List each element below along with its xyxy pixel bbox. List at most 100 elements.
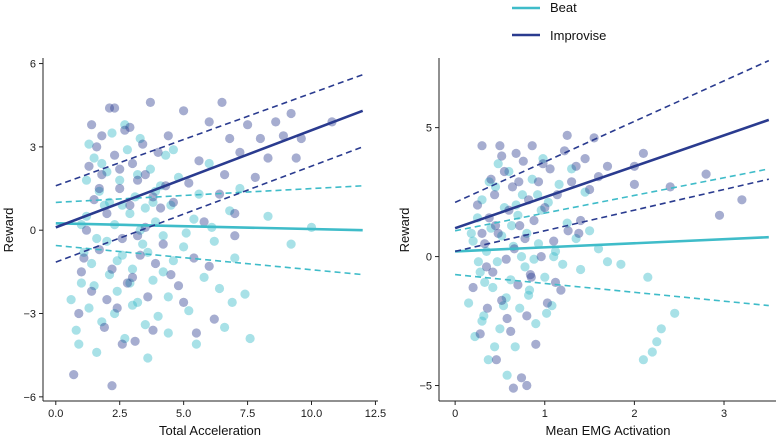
right-point-beat: [477, 316, 487, 326]
right-point-beat: [638, 355, 649, 365]
right-point-improvise: [495, 141, 505, 151]
right-point-beat: [479, 311, 489, 321]
left-point-beat: [184, 306, 194, 316]
left-point-beat: [158, 267, 168, 277]
left-point-improvise: [133, 175, 143, 185]
left-point-improvise: [87, 286, 97, 296]
left-point-beat: [89, 153, 99, 163]
left-beat-fit-line: [55, 222, 363, 232]
right-point-beat: [529, 254, 539, 264]
left-point-improvise: [125, 122, 135, 132]
left-point-beat: [148, 197, 158, 207]
right-point-improvise: [513, 280, 523, 290]
right-xtick-label: 0: [452, 408, 458, 420]
right-point-improvise: [515, 221, 525, 231]
right-point-beat: [468, 236, 478, 246]
left-point-beat: [240, 289, 250, 299]
right-point-beat: [533, 239, 544, 249]
left-point-beat: [97, 158, 107, 169]
left-point-beat: [125, 278, 135, 288]
right-point-beat: [464, 298, 474, 308]
right-point-beat: [547, 301, 557, 311]
right-point-improvise: [490, 190, 500, 200]
right-point-improvise: [540, 203, 550, 213]
right-point-beat: [466, 228, 476, 238]
right-point-beat: [486, 223, 496, 233]
right-point-beat: [616, 259, 626, 269]
left-point-improvise: [225, 133, 235, 144]
right-point-beat: [593, 244, 604, 254]
left-point-beat: [115, 175, 125, 185]
right-point-improvise: [562, 130, 572, 140]
left-point-beat: [120, 333, 130, 344]
left-point-improvise: [130, 336, 140, 346]
right-point-improvise: [491, 355, 501, 365]
right-improvise-ci-lower: [454, 178, 769, 253]
right-point-beat: [531, 319, 541, 329]
left-point-improvise: [166, 270, 176, 280]
right-point-beat: [580, 187, 590, 197]
left-point-improvise: [112, 303, 122, 313]
left-point-beat: [92, 347, 102, 357]
left-point-improvise: [110, 103, 120, 113]
left-point-improvise: [243, 120, 253, 130]
right-point-improvise: [589, 133, 599, 143]
left-point-improvise: [145, 97, 155, 107]
right-point-improvise: [714, 210, 725, 220]
left-point-improvise: [127, 272, 138, 282]
right-point-beat: [670, 308, 680, 318]
left-point-improvise: [184, 178, 194, 188]
right-point-improvise: [499, 166, 509, 177]
right-point-improvise: [522, 311, 532, 321]
left-point-beat: [127, 264, 138, 274]
left-point-improvise: [209, 314, 219, 324]
right-point-beat: [513, 210, 523, 220]
right-point-improvise: [529, 215, 539, 226]
left-point-improvise: [230, 208, 240, 219]
left-point-beat: [76, 278, 86, 288]
right-point-improvise: [629, 179, 640, 189]
left-point-improvise: [74, 308, 84, 319]
right-point-beat: [515, 303, 525, 313]
left-point-improvise: [125, 200, 135, 210]
right-points-layer: [464, 130, 747, 393]
left-point-improvise: [138, 139, 148, 149]
left-point-beat: [199, 272, 209, 282]
right-ytick-label: −5: [419, 381, 432, 393]
left-point-improvise: [122, 278, 132, 288]
right-point-improvise: [580, 154, 590, 164]
left-point-beat: [138, 239, 148, 249]
right-point-improvise: [527, 141, 537, 151]
right-point-improvise: [501, 254, 511, 264]
left-point-beat: [189, 214, 199, 224]
left-lines-layer: [55, 73, 364, 276]
right-point-beat: [647, 347, 657, 357]
left-point-beat: [87, 258, 97, 269]
left-ytick-label: 0: [30, 225, 36, 237]
legend-label-beat: Beat: [550, 0, 577, 15]
right-improvise-ci-upper: [454, 59, 770, 204]
left-point-improvise: [76, 267, 86, 277]
right-point-improvise: [482, 303, 492, 313]
right-point-beat: [484, 177, 494, 187]
right-beat-ci-lower: [455, 273, 769, 307]
left-xticks: 0.0 2.5 5.0 7.5 10.0 12.5: [48, 401, 386, 420]
left-ytick-label: 6: [30, 59, 36, 71]
left-point-improvise: [102, 295, 112, 305]
left-point-improvise: [158, 239, 168, 249]
left-point-improvise: [148, 192, 158, 202]
left-point-beat: [286, 239, 296, 249]
right-point-improvise: [665, 182, 675, 192]
left-point-improvise: [99, 322, 109, 332]
left-point-beat: [158, 231, 168, 241]
right-point-beat: [550, 246, 561, 256]
left-points-layer: [66, 97, 337, 391]
right-point-improvise: [481, 262, 492, 272]
right-point-beat: [504, 166, 514, 177]
right-point-improvise: [486, 174, 496, 184]
left-point-beat: [112, 286, 122, 296]
right-y-axis-title: Reward: [397, 208, 412, 253]
right-point-beat: [538, 154, 548, 164]
left-chart: 0.0 2.5 5.0 7.5 10.0 12.5 −6 −3 0 3 6 Total Accel…: [1, 58, 386, 437]
